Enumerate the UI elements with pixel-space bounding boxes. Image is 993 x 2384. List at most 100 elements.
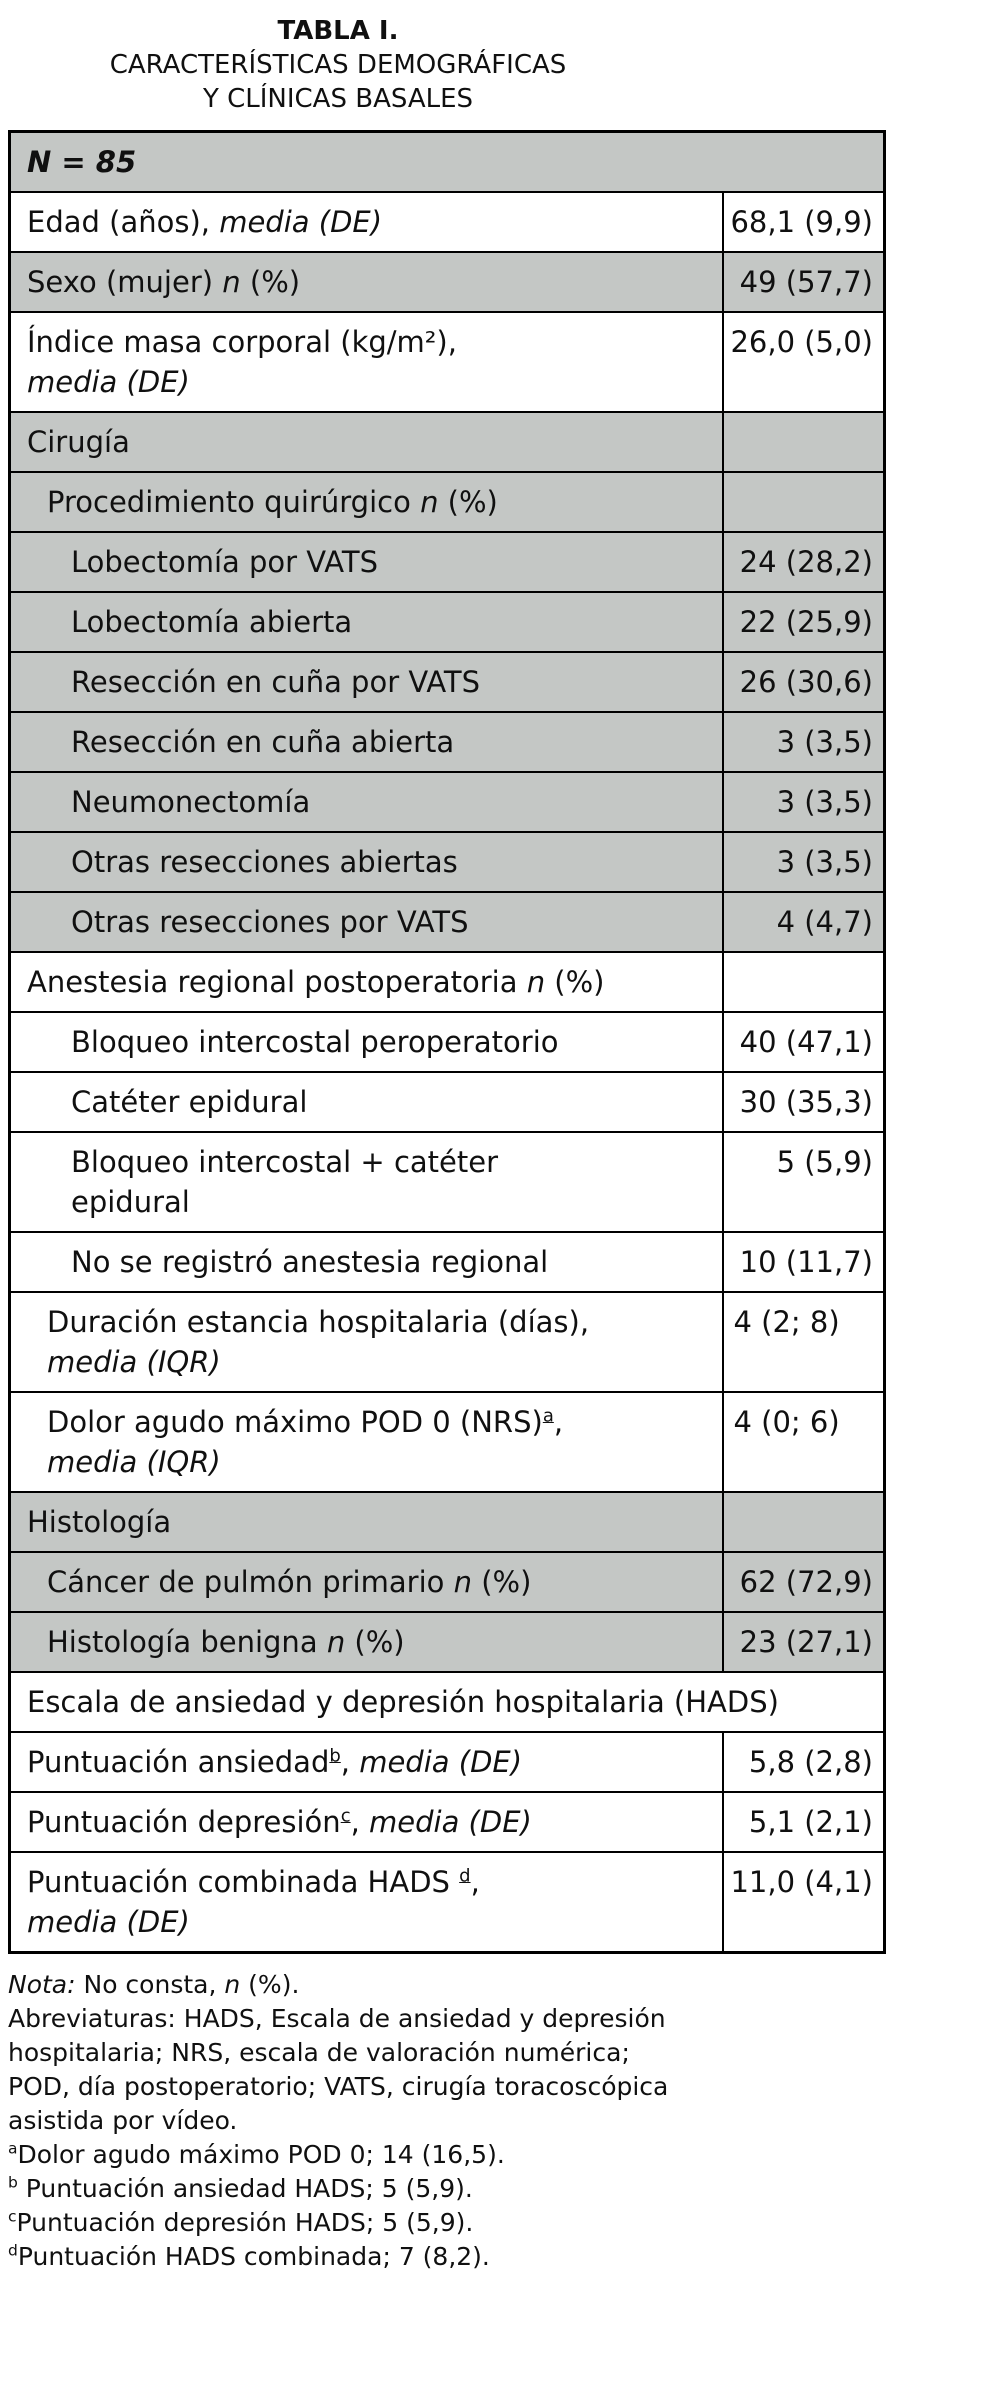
row-value: 68,1 (9,9) bbox=[721, 191, 886, 253]
table-caption-line2: CARACTERÍSTICAS DEMOGRÁFICAS bbox=[109, 50, 567, 80]
text-segment: Puntuación HADS combinada; 7 (8,2). bbox=[17, 2242, 490, 2271]
row-value: 26,0 (5,0) bbox=[721, 311, 886, 413]
text-segment: Puntuación depresión bbox=[27, 1805, 341, 1839]
footnote-marker: c bbox=[340, 1805, 351, 1827]
text-segment: n bbox=[224, 1970, 241, 1999]
row-value: 5 (5,9) bbox=[721, 1131, 886, 1233]
text-segment: Resección en cuña por VATS bbox=[71, 665, 481, 699]
text-segment: n bbox=[326, 1625, 346, 1659]
row-label: Puntuación depresiónc, media (DE) bbox=[8, 1791, 724, 1853]
text-segment: Índice masa corporal (kg/m²), bbox=[27, 325, 457, 359]
text-segment: Procedimiento quirúrgico bbox=[47, 485, 421, 519]
text-segment: Catéter epidural bbox=[71, 1085, 308, 1119]
text-segment: Dolor agudo máximo POD 0 (NRS) bbox=[47, 1405, 543, 1439]
row-label: Resección en cuña por VATS bbox=[8, 651, 724, 713]
row-label: Bloqueo intercostal peroperatorio bbox=[8, 1011, 724, 1073]
row-label: Puntuación ansiedadb, media (DE) bbox=[8, 1731, 724, 1793]
text-segment: Lobectomía por VATS bbox=[71, 545, 378, 579]
row-value: 62 (72,9) bbox=[721, 1551, 886, 1613]
text-segment: epidural bbox=[71, 1185, 190, 1219]
row-value: 5,8 (2,8) bbox=[721, 1731, 886, 1793]
text-segment: Otras resecciones por VATS bbox=[71, 905, 469, 939]
table-row: Resección en cuña abierta 3 (3,5) bbox=[8, 711, 886, 773]
text-segment: (%) bbox=[471, 1565, 532, 1599]
text-segment: Puntuación depresión HADS; 5 (5,9). bbox=[16, 2208, 474, 2237]
table-caption-line3: Y CLÍNICAS BASALES bbox=[202, 84, 474, 114]
text-segment: , bbox=[470, 1865, 480, 1899]
row-label: Bloqueo intercostal + catéter epidural bbox=[8, 1131, 724, 1233]
demographics-table: N = 85 Edad (años), media (DE) 68,1 (9,9) S… bbox=[8, 130, 886, 1954]
row-value: 22 (25,9) bbox=[721, 591, 886, 653]
row-label: Procedimiento quirúrgico n (%) bbox=[8, 471, 724, 533]
text-segment: Nota: bbox=[8, 1970, 76, 1999]
text-segment: (%). bbox=[240, 1970, 300, 1999]
text-segment: (%) bbox=[345, 1625, 405, 1659]
text-segment: Otras resecciones abiertas bbox=[71, 845, 458, 879]
row-label: Catéter epidural bbox=[8, 1071, 724, 1133]
text-segment: media (IQR) bbox=[47, 1445, 221, 1479]
table-row: Escala de ansiedad y depresión hospitala… bbox=[8, 1671, 886, 1733]
table-caption: TABLA I. CARACTERÍSTICAS DEMOGRÁFICAS Y … bbox=[8, 14, 668, 116]
text-segment: Histología bbox=[27, 1505, 172, 1539]
text-segment: Bloqueo intercostal peroperatorio bbox=[71, 1025, 559, 1059]
table-row: Índice masa corporal (kg/m²), media (DE) 2… bbox=[8, 311, 886, 413]
table-row: Edad (años), media (DE) 68,1 (9,9) bbox=[8, 191, 886, 253]
table-row: Cirugía bbox=[8, 411, 886, 473]
row-value: 23 (27,1) bbox=[721, 1611, 886, 1673]
table-row: Puntuación ansiedadb, media (DE) 5,8 (2,8… bbox=[8, 1731, 886, 1793]
table-row: Otras resecciones abiertas 3 (3,5) bbox=[8, 831, 886, 893]
footnote-marker: d bbox=[459, 1865, 471, 1887]
row-value: 4 (0; 6) bbox=[721, 1391, 886, 1493]
text-segment: Cáncer de pulmón primario bbox=[47, 1565, 454, 1599]
text-segment: n bbox=[526, 965, 546, 999]
text-segment: Edad (años), bbox=[27, 205, 220, 239]
text-segment: n bbox=[453, 1565, 472, 1599]
row-label: Neumonectomía bbox=[8, 771, 724, 833]
footnotes: Nota: No consta, n (%). Abreviaturas: HAD… bbox=[8, 1968, 698, 2274]
row-label: Lobectomía abierta bbox=[8, 591, 724, 653]
row-value: 40 (47,1) bbox=[721, 1011, 886, 1073]
text-segment: media (DE) bbox=[369, 1805, 532, 1839]
text-segment: N = 85 bbox=[27, 145, 137, 179]
footnote-line: Nota: No consta, n (%). bbox=[8, 1968, 698, 2002]
row-value: 10 (11,7) bbox=[721, 1231, 886, 1293]
footnote-line: Abreviaturas: HADS, Escala de ansiedad y… bbox=[8, 2002, 698, 2138]
row-label: Anestesia regional postoperatoria n (%) bbox=[8, 951, 724, 1013]
text-segment: Sexo (mujer) bbox=[27, 265, 223, 299]
row-value: 11,0 (4,1) bbox=[721, 1851, 886, 1954]
text-segment: media (DE) bbox=[359, 1745, 523, 1779]
row-value bbox=[721, 1491, 886, 1553]
footnote-marker: c bbox=[8, 2207, 17, 2226]
footnote-line: b Puntuación ansiedad HADS; 5 (5,9). bbox=[8, 2172, 698, 2206]
row-value: 4 (4,7) bbox=[721, 891, 886, 953]
table-row: Histología benigna n (%) 23 (27,1) bbox=[8, 1611, 886, 1673]
footnote-line: aDolor agudo máximo POD 0; 14 (16,5). bbox=[8, 2138, 698, 2172]
text-segment: media (DE) bbox=[219, 205, 383, 239]
row-label: N = 85 bbox=[8, 130, 886, 193]
text-segment: n bbox=[420, 485, 439, 519]
text-segment: media (DE) bbox=[27, 1905, 190, 1939]
table-row: Sexo (mujer) n (%) 49 (57,7) bbox=[8, 251, 886, 313]
table-row: No se registró anestesia regional 10 (11,… bbox=[8, 1231, 886, 1293]
row-value: 24 (28,2) bbox=[721, 531, 886, 593]
row-label: Índice masa corporal (kg/m²), media (DE) bbox=[8, 311, 724, 413]
table-row: Histología bbox=[8, 1491, 886, 1553]
row-label: Duración estancia hospitalaria (días), me… bbox=[8, 1291, 724, 1393]
text-segment: Duración estancia hospitalaria (días), bbox=[47, 1305, 590, 1339]
text-segment: (%) bbox=[545, 965, 605, 999]
text-segment: Lobectomía abierta bbox=[71, 605, 353, 639]
table-caption-title: TABLA I. bbox=[277, 16, 399, 46]
text-segment: Cirugía bbox=[27, 425, 130, 459]
table-row: Otras resecciones por VATS 4 (4,7) bbox=[8, 891, 886, 953]
footnote-marker: b bbox=[329, 1745, 341, 1767]
text-segment: n bbox=[222, 265, 241, 299]
row-value bbox=[721, 471, 886, 533]
row-value: 3 (3,5) bbox=[721, 711, 886, 773]
row-value: 49 (57,7) bbox=[721, 251, 886, 313]
row-value: 3 (3,5) bbox=[721, 771, 886, 833]
text-segment: , bbox=[350, 1805, 370, 1839]
text-segment: (%) bbox=[438, 485, 498, 519]
table-row: Duración estancia hospitalaria (días), me… bbox=[8, 1291, 886, 1393]
row-label: Cáncer de pulmón primario n (%) bbox=[8, 1551, 724, 1613]
row-label: Sexo (mujer) n (%) bbox=[8, 251, 724, 313]
